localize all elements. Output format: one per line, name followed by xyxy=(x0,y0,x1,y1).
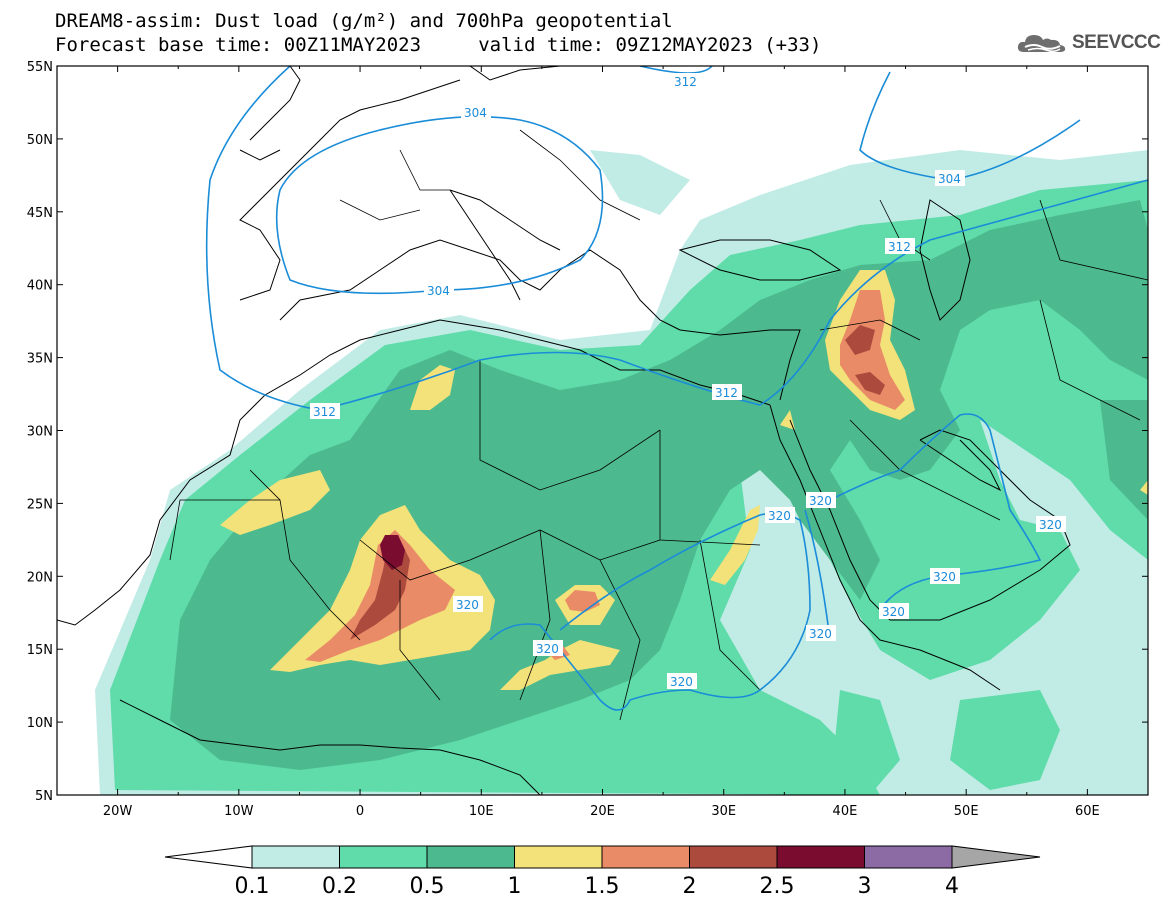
lon-label: 10W xyxy=(224,804,254,819)
legend-label: 0.5 xyxy=(410,874,445,899)
legend-label: 2.5 xyxy=(760,874,795,899)
latitude-axis: 5N 10N 15N 20N 25N 30N 35N 40N 45N 50N 55N xyxy=(27,60,1148,804)
contour-label: 312 xyxy=(715,386,738,400)
legend-label: 1 xyxy=(508,874,522,899)
logo-text: SEEVCCC xyxy=(1072,32,1161,53)
legend-swatch xyxy=(776,845,865,869)
lon-label: 20W xyxy=(103,804,133,819)
legend-swatch xyxy=(689,845,778,869)
legend-label: 4 xyxy=(945,874,959,899)
contour-label: 320 xyxy=(670,675,693,689)
legend-label: 0.1 xyxy=(235,874,270,899)
contour-label: 320 xyxy=(456,598,479,612)
lon-label: 50E xyxy=(954,804,979,819)
contour-label: 320 xyxy=(809,627,832,641)
lat-label: 10N xyxy=(27,716,53,731)
seevccc-logo: SEEVCCC xyxy=(1016,28,1161,58)
contour-label: 312 xyxy=(674,75,697,89)
legend-label: 2 xyxy=(683,874,697,899)
map-title: DREAM8-assim: Dust load (g/m²) and 700hP… xyxy=(55,10,673,32)
contour-label: 320 xyxy=(933,570,956,584)
contour-label: 304 xyxy=(938,172,961,186)
contour-label: 312 xyxy=(313,405,336,419)
contour-label: 320 xyxy=(1039,518,1062,532)
contour-label: 312 xyxy=(888,240,911,254)
longitude-axis: 20W 10W 0 10E 20E 30E 40E 50E 60E xyxy=(56,66,1149,819)
contour-label: 304 xyxy=(464,106,487,120)
lat-label: 50N xyxy=(27,133,53,148)
legend-swatch xyxy=(251,845,340,869)
lon-label: 20E xyxy=(590,804,615,819)
legend-swatch xyxy=(339,845,428,869)
cloud-icon xyxy=(1017,35,1066,53)
lat-label: 25N xyxy=(27,497,53,512)
contour-label: 320 xyxy=(809,494,832,508)
lat-label: 30N xyxy=(27,425,53,440)
legend-swatch xyxy=(514,845,603,869)
legend-overflow-triangle xyxy=(951,845,1041,869)
lat-label: 45N xyxy=(27,206,53,221)
lat-label: 55N xyxy=(27,60,53,75)
lat-label: 5N xyxy=(35,789,53,804)
contour-label: 320 xyxy=(768,509,791,523)
forecast-time-line: Forecast base time: 00Z11MAY2023 valid t… xyxy=(55,34,822,56)
lat-label: 15N xyxy=(27,643,53,658)
lon-label: 10E xyxy=(469,804,494,819)
legend-swatch xyxy=(426,845,515,869)
lon-label: 60E xyxy=(1075,804,1100,819)
legend-label: 1.5 xyxy=(585,874,620,899)
lon-label: 40E xyxy=(833,804,858,819)
lat-label: 20N xyxy=(27,570,53,585)
lat-label: 40N xyxy=(27,279,53,294)
lon-label: 30E xyxy=(711,804,736,819)
legend-swatch xyxy=(601,845,690,869)
lat-label: 35N xyxy=(27,352,53,367)
legend-swatch xyxy=(864,845,953,869)
legend-underflow-triangle xyxy=(164,845,253,869)
contour-labels: 312 304 304 304 312 312 312 320 320 320 … xyxy=(310,73,1066,689)
map-area: 312 304 304 304 312 312 312 320 320 320 … xyxy=(57,66,1148,795)
contour-label: 320 xyxy=(536,642,559,656)
contour-label: 320 xyxy=(882,605,905,619)
lon-label: 0 xyxy=(356,804,364,819)
contour-label: 304 xyxy=(427,284,450,298)
borders xyxy=(169,129,1148,721)
legend-label: 0.2 xyxy=(322,874,357,899)
color-legend: 0.1 0.2 0.5 1 1.5 2 2.5 3 4 xyxy=(164,845,1041,899)
coastlines xyxy=(57,66,1071,795)
legend-label: 3 xyxy=(858,874,872,899)
